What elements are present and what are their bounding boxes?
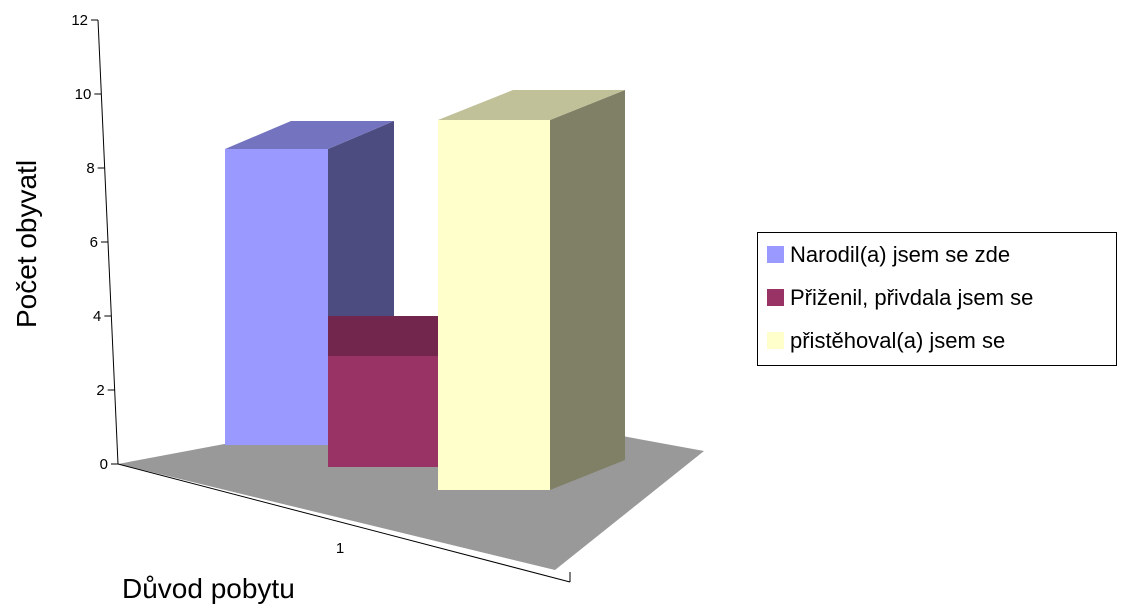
bar-top (438, 90, 625, 120)
legend-item-pristehoval: přistěhoval(a) jsem se (758, 319, 1116, 362)
legend-swatch (767, 246, 784, 263)
bar-side (550, 90, 625, 490)
legend-item-narodil: Narodil(a) jsem se zde (758, 233, 1116, 276)
bar-front (328, 356, 438, 467)
y-axis-title: Počet obyvatl (11, 160, 42, 328)
legend-label: Narodil(a) jsem se zde (790, 241, 1011, 267)
y-tick-label: 8 (86, 160, 94, 177)
bar-front (438, 120, 550, 490)
bar-front (225, 149, 328, 445)
legend-swatch (767, 289, 784, 306)
y-tick-label: 0 (100, 456, 108, 473)
legend-swatch (767, 332, 784, 349)
legend: Narodil(a) jsem se zde Přiženil, přivdal… (757, 232, 1117, 366)
y-tick-label: 10 (75, 86, 92, 103)
x-tick-label: 1 (336, 540, 344, 557)
y-tick-label: 6 (90, 234, 98, 251)
x-axis-title: Důvod pobytu (122, 573, 295, 604)
legend-label: přistěhoval(a) jsem se (790, 327, 1006, 353)
legend-item-prizenil: Přiženil, přivdala jsem se (758, 276, 1116, 319)
y-tick-label: 4 (93, 308, 101, 325)
bar-top (328, 316, 438, 356)
bar-top (225, 121, 394, 149)
x-axis-line (117, 463, 571, 583)
legend-label: Přiženil, přivdala jsem se (790, 284, 1034, 310)
bar-2 (438, 90, 625, 490)
y-tick-label: 2 (96, 382, 104, 399)
y-tick-label: 12 (71, 12, 88, 29)
bar-1 (328, 316, 438, 467)
